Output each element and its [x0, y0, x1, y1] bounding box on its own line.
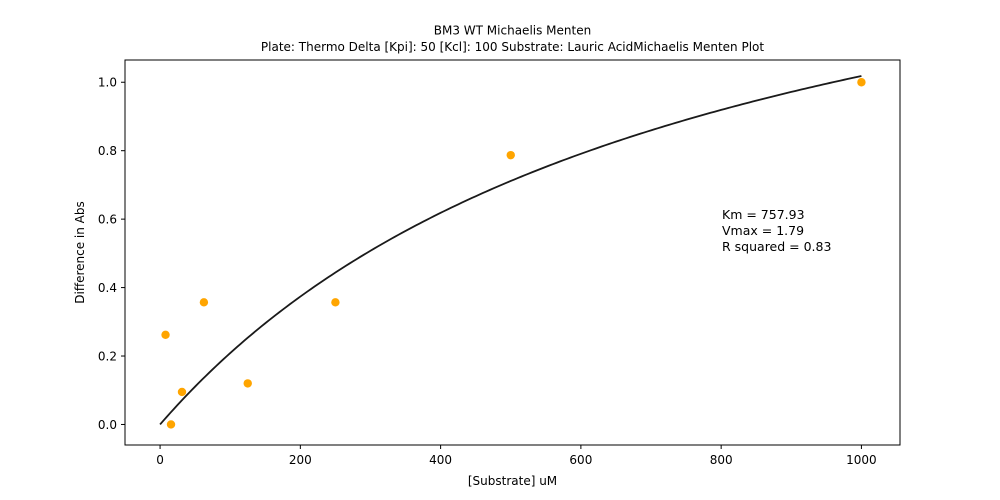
x-axis: 0 200 400 600 800 1000 [156, 445, 877, 467]
y-tick-label: 0.8 [98, 144, 117, 158]
vmax-annotation: Vmax = 1.79 [722, 223, 804, 238]
chart-title-line1: BM3 WT Michaelis Menten [434, 24, 591, 38]
michaelis-menten-fit-curve [159, 75, 862, 426]
plot-area [124, 59, 901, 446]
x-tick-label: 200 [289, 453, 312, 467]
chart-title-line2: Plate: Thermo Delta [Kpi]: 50 [Kcl]: 100… [261, 40, 764, 54]
y-tick-label: 0.6 [98, 213, 117, 227]
x-tick-label: 1000 [846, 453, 877, 467]
data-point [199, 298, 209, 307]
r-squared-annotation: R squared = 0.83 [722, 239, 831, 254]
data-point [331, 298, 340, 307]
x-tick-label: 400 [429, 453, 452, 467]
y-tick-label: 0.4 [98, 281, 117, 295]
data-point [166, 420, 176, 429]
data-point [857, 78, 866, 87]
data-points [161, 78, 866, 429]
km-annotation: Km = 757.93 [722, 207, 805, 222]
x-tick-label: 600 [569, 453, 592, 467]
x-tick-label: 0 [156, 453, 164, 467]
y-tick-label: 0.0 [98, 418, 117, 432]
data-point [177, 387, 187, 397]
data-point [243, 379, 252, 388]
fit-annotation: Km = 757.93 Vmax = 1.79 R squared = 0.83 [722, 207, 831, 254]
y-tick-label: 1.0 [98, 76, 117, 90]
data-point [161, 330, 170, 340]
y-axis-label: Difference in Abs [73, 201, 87, 304]
data-point [506, 150, 515, 160]
x-axis-label: [Substrate] uM [468, 474, 557, 488]
x-tick-label: 800 [710, 453, 733, 467]
y-tick-label: 0.2 [98, 350, 117, 364]
y-axis: 0.0 0.2 0.4 0.6 0.8 1.0 [98, 76, 125, 432]
